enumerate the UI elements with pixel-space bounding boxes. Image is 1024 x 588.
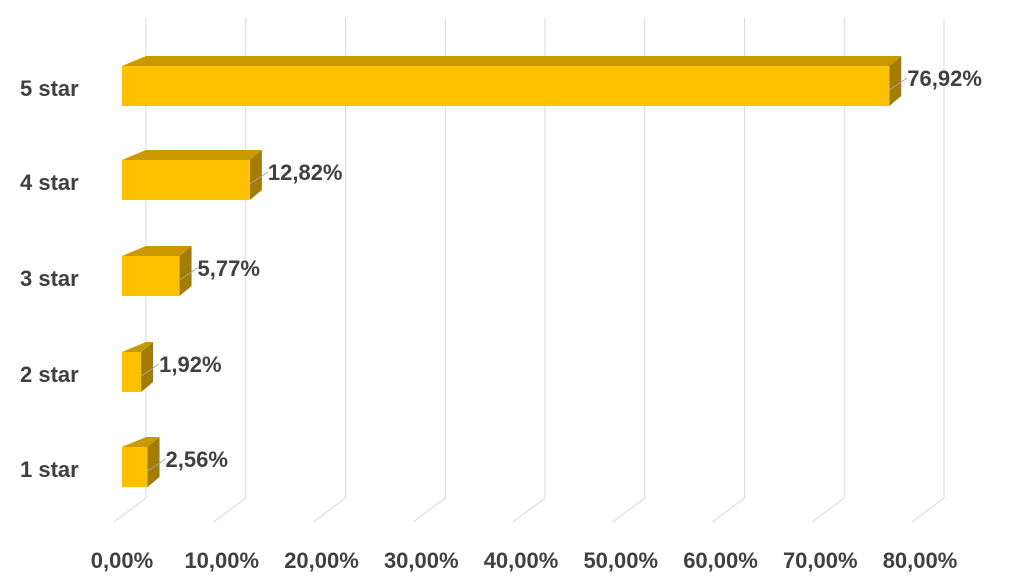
bar-top-face — [122, 246, 192, 256]
bar-top-face — [122, 437, 160, 447]
x-tick-label: 40,00% — [484, 548, 559, 573]
x-tick-label: 20,00% — [284, 548, 359, 573]
bar-front-face — [122, 352, 142, 392]
gridline-floor — [811, 497, 845, 523]
x-tick-label: 70,00% — [783, 548, 858, 573]
bar-top-face — [122, 342, 154, 352]
bar-side-face — [249, 150, 262, 200]
bar-side-face — [889, 56, 902, 106]
category-label: 3 star — [20, 266, 79, 291]
category-labels: 5 star 4 star 3 star 2 star 1 star — [20, 76, 79, 482]
bar — [122, 150, 262, 200]
bar — [122, 56, 902, 106]
category-label: 2 star — [20, 362, 79, 387]
data-label-leader — [140, 363, 160, 377]
category-label: 4 star — [20, 170, 79, 195]
bar-top-face — [122, 150, 262, 160]
bar-front-face — [122, 160, 250, 200]
data-label: 76,92% — [907, 66, 982, 91]
bar-front-face — [122, 66, 890, 106]
bar-front-face — [122, 447, 148, 487]
gridline-floor — [612, 497, 646, 523]
gridline-floor — [213, 497, 247, 523]
category-label: 1 star — [20, 457, 79, 482]
gridline-floor — [412, 497, 446, 523]
data-label-leader — [179, 267, 198, 281]
data-labels: 76,92% 12,82% 5,77% 1,92% 2,56% — [140, 66, 982, 472]
data-label: 12,82% — [268, 160, 343, 185]
gridline-floor — [911, 497, 945, 523]
bar-side-face — [141, 342, 154, 392]
bar-side-face — [179, 246, 192, 296]
bar-front-face — [122, 256, 180, 296]
gridline-floor — [712, 497, 745, 523]
bar-top-face — [122, 56, 902, 66]
x-tick-label: 60,00% — [683, 548, 758, 573]
data-label-leader — [888, 77, 908, 91]
data-label: 2,56% — [166, 447, 228, 472]
x-tick-label: 50,00% — [583, 548, 658, 573]
bar — [122, 246, 192, 296]
x-tick-label: 80,00% — [883, 548, 958, 573]
data-label: 1,92% — [159, 352, 221, 377]
x-tick-labels: 0,00% 10,00% 20,00% 30,00% 40,00% 50,00% 60,00… — [91, 548, 958, 573]
bars — [122, 56, 902, 487]
bar-side-face — [147, 437, 160, 487]
category-label: 5 star — [20, 76, 79, 101]
x-tick-label: 10,00% — [184, 548, 259, 573]
x-tick-label: 30,00% — [384, 548, 459, 573]
gridline-floor — [512, 497, 546, 523]
data-label-leader — [147, 458, 166, 472]
data-label: 5,77% — [198, 256, 260, 281]
gridline-floor — [113, 497, 147, 523]
bar — [122, 437, 160, 487]
data-label-leader — [249, 171, 269, 185]
gridline-floor — [313, 497, 346, 523]
x-tick-label: 0,00% — [91, 548, 153, 573]
bar — [122, 342, 154, 392]
